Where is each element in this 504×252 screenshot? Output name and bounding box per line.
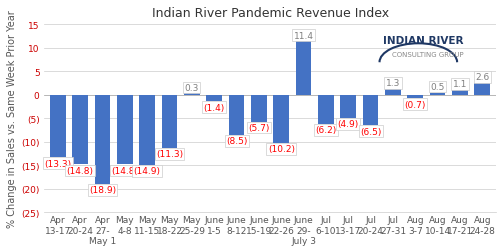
Text: 1.3: 1.3: [386, 79, 400, 88]
Bar: [162, 96, 177, 148]
Bar: [73, 96, 88, 165]
Bar: [296, 42, 311, 96]
Text: (10.2): (10.2): [268, 145, 295, 154]
Bar: [318, 96, 334, 124]
Bar: [452, 90, 468, 96]
Bar: [407, 96, 423, 99]
Bar: [95, 96, 110, 184]
Text: (6.5): (6.5): [360, 127, 382, 136]
Text: (11.3): (11.3): [156, 150, 183, 159]
Bar: [50, 96, 66, 158]
Text: (4.9): (4.9): [338, 120, 359, 129]
Bar: [341, 96, 356, 118]
Text: 0.3: 0.3: [185, 84, 199, 93]
Text: (14.8): (14.8): [67, 166, 94, 175]
Text: CONSULTING GROUP: CONSULTING GROUP: [392, 52, 464, 58]
Title: Indian River Pandemic Revenue Index: Indian River Pandemic Revenue Index: [152, 7, 389, 20]
Bar: [229, 96, 244, 135]
Text: (13.3): (13.3): [44, 159, 72, 168]
Text: (6.2): (6.2): [316, 126, 337, 135]
Text: (0.7): (0.7): [405, 100, 426, 109]
Text: (1.4): (1.4): [204, 103, 225, 112]
Text: (14.9): (14.9): [134, 167, 161, 176]
Text: 11.4: 11.4: [294, 32, 313, 41]
Text: 1.1: 1.1: [453, 80, 467, 89]
Bar: [251, 96, 267, 122]
Bar: [207, 96, 222, 102]
Bar: [385, 89, 401, 96]
Bar: [474, 83, 490, 96]
Text: 0.5: 0.5: [430, 83, 445, 92]
Text: INDIAN RIVER: INDIAN RIVER: [383, 35, 464, 45]
Text: (5.7): (5.7): [248, 123, 270, 133]
Text: 2.6: 2.6: [475, 73, 489, 82]
Text: (18.9): (18.9): [89, 185, 116, 194]
Text: (8.5): (8.5): [226, 137, 247, 146]
Bar: [430, 93, 446, 96]
Y-axis label: % Change in Sales vs. Same Week Prior Year: % Change in Sales vs. Same Week Prior Ye…: [7, 11, 17, 227]
Bar: [274, 96, 289, 143]
Bar: [363, 96, 379, 126]
Text: (14.8): (14.8): [111, 166, 139, 175]
Bar: [184, 94, 200, 96]
Bar: [140, 96, 155, 165]
Bar: [117, 96, 133, 165]
